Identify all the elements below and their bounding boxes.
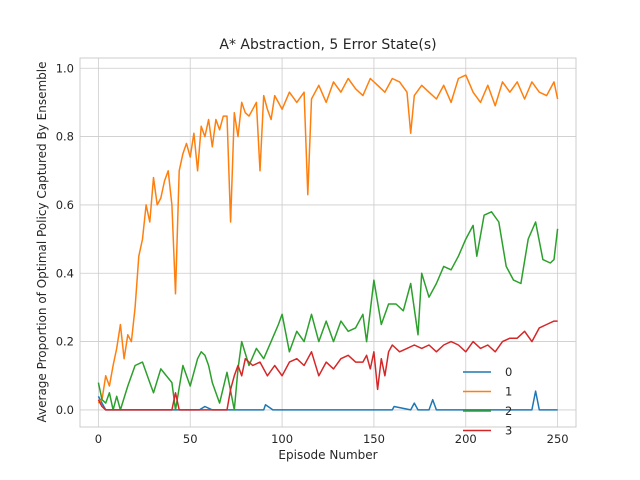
y-tick-label: 0.0: [56, 403, 74, 417]
x-tick-label: 100: [271, 432, 293, 446]
y-tick-label: 0.6: [56, 198, 74, 212]
legend: 0 1 2 3: [463, 365, 512, 438]
y-tick-label: 0.2: [56, 335, 74, 349]
plot-frame: [79, 57, 577, 428]
plot-area: 0 50 100 150 200 250 0.0 0.2 0.4 0.6 0.8 1.0: [56, 57, 577, 446]
series-line-1: [97, 74, 559, 404]
x-tick-label: 50: [183, 432, 198, 446]
legend-label-0: 0: [505, 365, 512, 379]
y-tick-label: 1.0: [56, 61, 74, 75]
y-tick-label: 0.4: [56, 266, 74, 280]
series-line-2: [97, 211, 559, 411]
x-tick-label: 0: [95, 432, 102, 446]
plot-background: [80, 58, 576, 427]
legend-label-3: 3: [505, 424, 512, 438]
legend-label-1: 1: [505, 385, 512, 399]
x-tick-label: 200: [455, 432, 477, 446]
chart-title: A* Abstraction, 5 Error State(s): [219, 37, 436, 53]
x-axis-label: Episode Number: [278, 448, 377, 462]
y-axis-label: Average Proportion of Optimal Policy Cap…: [35, 62, 49, 423]
legend-label-2: 2: [505, 404, 512, 418]
series-line-3: [97, 320, 558, 411]
x-tick-label: 150: [363, 432, 385, 446]
y-tick-label: 0.8: [56, 130, 74, 144]
x-tick-label: 250: [547, 432, 569, 446]
